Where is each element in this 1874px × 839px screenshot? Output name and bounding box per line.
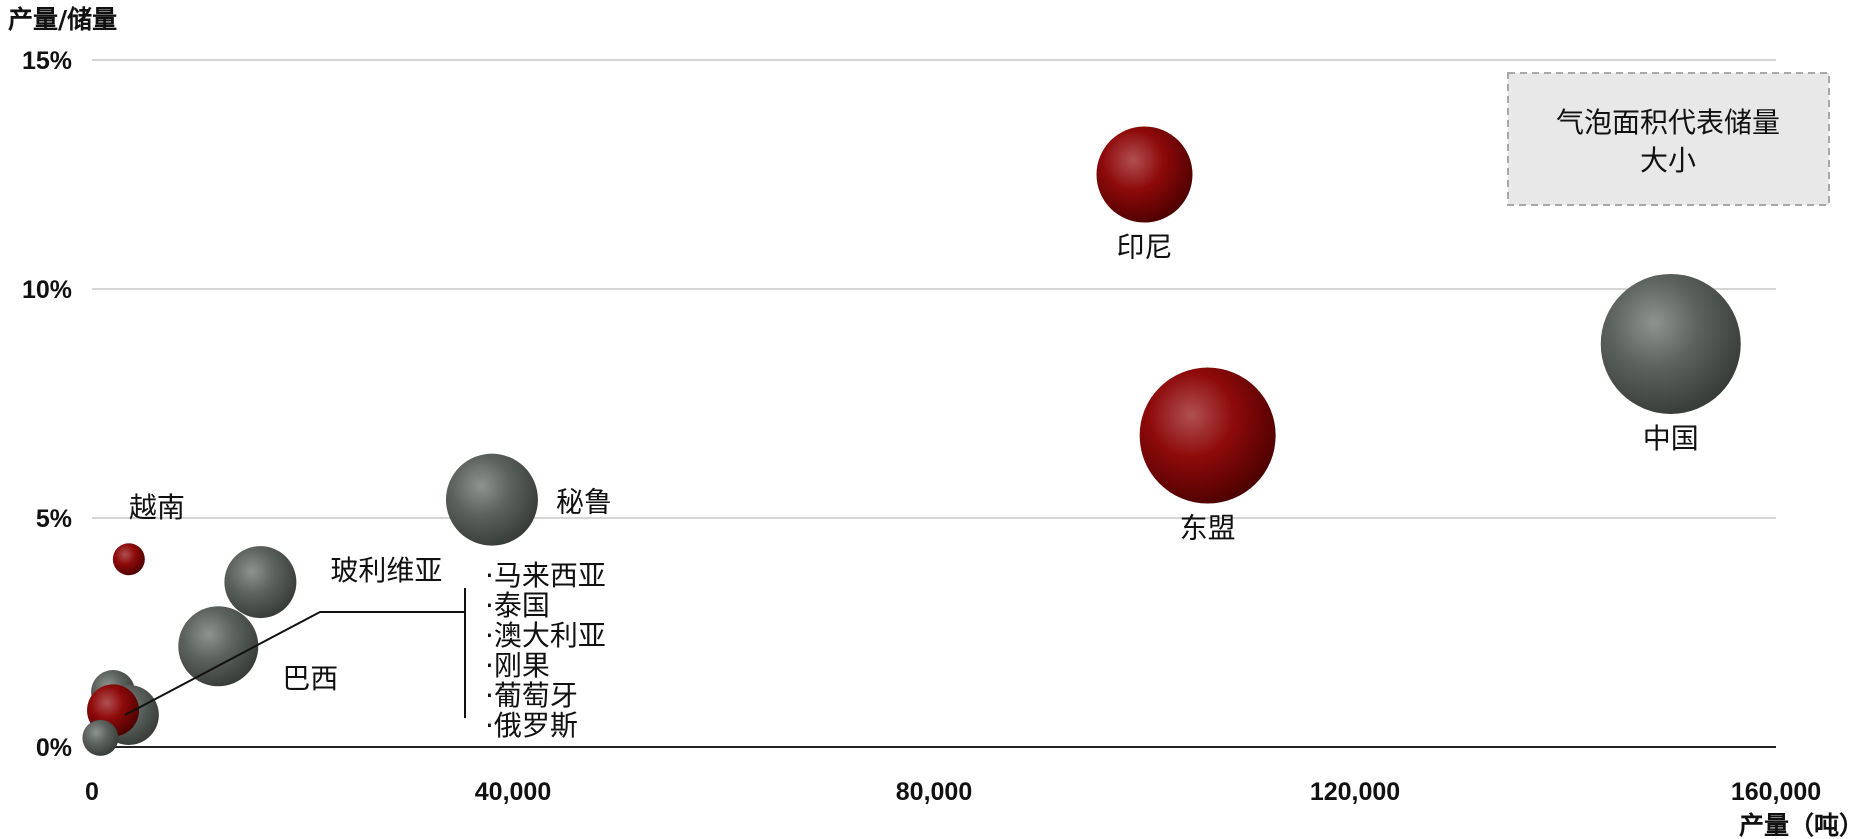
bubble-point [1600, 273, 1741, 414]
note-line-1: 气泡面积代表储量 [1556, 106, 1780, 139]
x-tick-label: 120,000 [1310, 778, 1400, 806]
x-tick-label: 0 [85, 778, 99, 806]
bubble-label: 印尼 [1116, 231, 1172, 264]
note-box: 气泡面积代表储量 大小 [1507, 72, 1830, 206]
x-tick-label: 80,000 [896, 778, 972, 806]
bubble-point [224, 546, 297, 619]
bubble-point [1139, 367, 1276, 504]
cluster-item-thailand: ·泰国 [485, 589, 550, 622]
y-tick-label: 15% [22, 47, 72, 75]
cluster-item-malaysia: ·马来西亚 [485, 559, 606, 592]
bubble-label: 秘鲁 [556, 486, 612, 519]
axes: 0% 5% 10% 15% 0 40,000 80,000 120,000 160,000 [22, 47, 1821, 806]
y-axis-title: 产量/储量 [8, 5, 117, 34]
bubble-point [82, 719, 119, 756]
bubbles [82, 126, 1741, 756]
bubble-label: 巴西 [282, 662, 338, 695]
x-axis-title: 产量（吨） [1739, 811, 1864, 839]
y-tick-label: 5% [36, 505, 72, 533]
bubble-label: 玻利维亚 [330, 554, 442, 587]
bubble-label: 中国 [1643, 422, 1699, 455]
bubble-label: 越南 [129, 491, 185, 524]
y-tick-label: 0% [36, 734, 72, 762]
bubble-label: 东盟 [1180, 512, 1236, 545]
y-tick-label: 10% [22, 276, 72, 304]
note-line-2: 大小 [1640, 144, 1696, 177]
bubble-point [1096, 126, 1193, 223]
bubble-point [112, 543, 145, 576]
cluster-connector [124, 588, 466, 718]
bubble-point [178, 606, 259, 687]
x-tick-label: 40,000 [475, 778, 551, 806]
bubble-point [445, 453, 538, 546]
cluster-item-australia: ·澳大利亚 [485, 619, 606, 652]
cluster-list: ·马来西亚 ·泰国 ·澳大利亚 ·刚果 ·葡萄牙 ·俄罗斯 [485, 559, 606, 742]
cluster-item-congo: ·刚果 [485, 649, 550, 682]
cluster-item-portugal: ·葡萄牙 [485, 679, 578, 712]
cluster-item-russia: ·俄罗斯 [485, 709, 578, 742]
grid-lines [92, 59, 1776, 519]
x-tick-label: 160,000 [1731, 778, 1821, 806]
